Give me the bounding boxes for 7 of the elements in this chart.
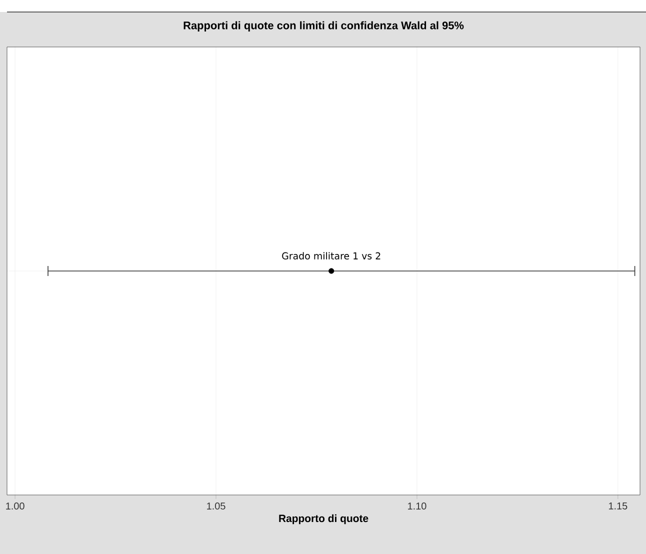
x-tick-label: 1.10 [408,502,426,510]
y-tick-label: Grado militare 1 vs 2 [282,252,380,260]
x-tick-label: 1.00 [6,502,24,510]
x-tick-label: 1.05 [207,502,226,510]
x-axis-title: Rapporto di quote [279,514,368,524]
chart-title: Rapporti di quote con limiti di confidenza Wald al 95% [184,21,464,32]
x-tick-label: 1.15 [608,502,628,510]
